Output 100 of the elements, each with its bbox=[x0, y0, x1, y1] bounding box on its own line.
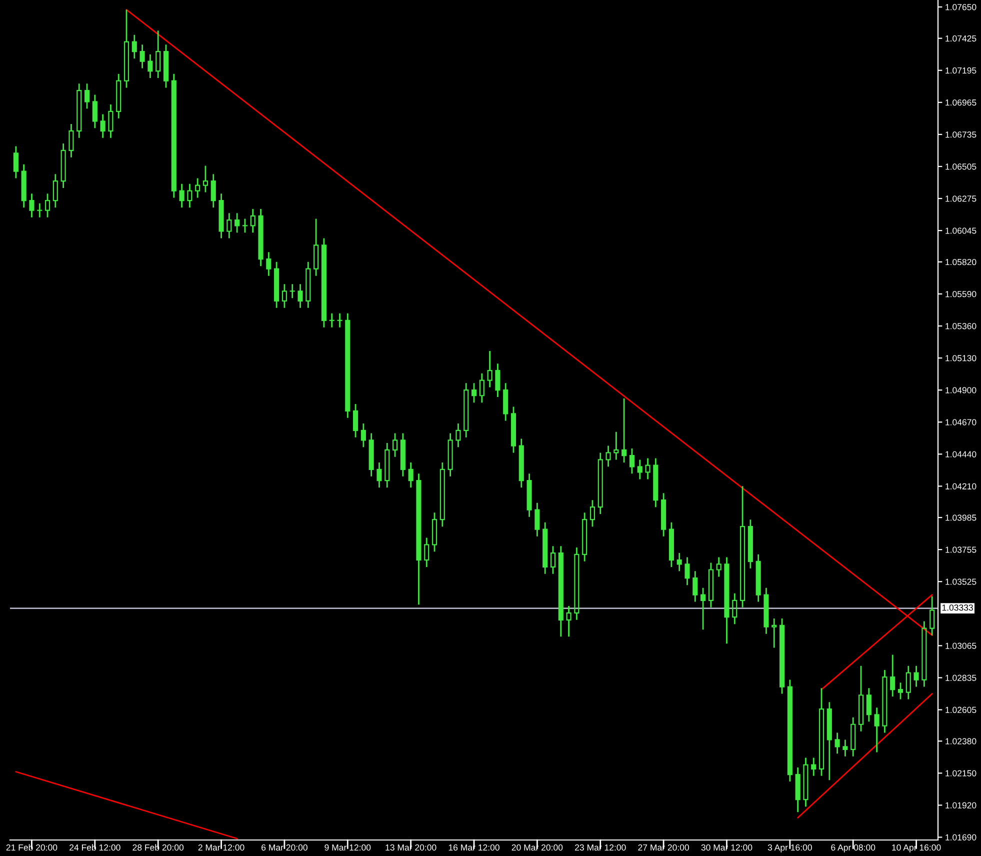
candlestick bbox=[258, 208, 264, 267]
candlestick bbox=[52, 173, 58, 208]
candlestick bbox=[408, 462, 414, 488]
candlestick bbox=[779, 618, 785, 694]
candlestick bbox=[661, 492, 666, 538]
candlestick bbox=[558, 545, 564, 638]
x-tick-label: 16 Mar 12:00 bbox=[448, 844, 500, 851]
x-tick-label: 21 Feb 20:00 bbox=[6, 844, 58, 851]
candlestick bbox=[700, 587, 706, 630]
candlestick bbox=[440, 462, 445, 528]
candlestick bbox=[226, 212, 232, 239]
candlestick bbox=[764, 587, 769, 635]
candlestick bbox=[218, 192, 224, 239]
candlestick bbox=[392, 432, 398, 458]
y-tick-label: 1.07195 bbox=[946, 67, 976, 74]
candlestick bbox=[526, 472, 532, 518]
x-tick-label: 13 Mar 20:00 bbox=[386, 844, 436, 851]
y-tick-label: 1.05590 bbox=[946, 290, 976, 298]
candlestick bbox=[60, 142, 66, 189]
candlestick bbox=[353, 403, 358, 438]
candlestick bbox=[116, 73, 122, 120]
candlestick bbox=[100, 114, 106, 139]
y-tick-label: 1.05130 bbox=[946, 355, 976, 362]
candlestick bbox=[44, 192, 50, 218]
candlestick bbox=[676, 552, 682, 572]
candlestick bbox=[874, 706, 880, 753]
candlestick bbox=[345, 312, 350, 419]
candlestick bbox=[858, 665, 864, 732]
candlestick bbox=[337, 312, 342, 328]
candlestick bbox=[542, 522, 548, 575]
y-tick-label: 1.03065 bbox=[946, 642, 976, 649]
candlestick bbox=[606, 445, 611, 468]
candlestick bbox=[360, 422, 366, 448]
candlestick bbox=[598, 452, 603, 515]
candlestick bbox=[629, 448, 634, 474]
candlestick bbox=[202, 165, 208, 193]
candlestick bbox=[850, 716, 856, 758]
candlestick bbox=[906, 665, 911, 700]
candlestick bbox=[471, 382, 477, 404]
candlestick bbox=[368, 432, 374, 478]
candlestick bbox=[132, 34, 137, 60]
candlestick bbox=[306, 261, 311, 309]
candlestick bbox=[298, 283, 303, 309]
candlestick bbox=[866, 687, 872, 722]
candlestick bbox=[329, 312, 334, 328]
y-tick-label: 1.06965 bbox=[946, 99, 976, 106]
y-tick-label: 1.04440 bbox=[946, 451, 976, 458]
candlestick bbox=[448, 432, 453, 478]
candlestick bbox=[29, 192, 34, 218]
candlestick bbox=[124, 9, 130, 88]
y-tick-label: 1.02605 bbox=[946, 706, 976, 714]
candlestick bbox=[795, 766, 800, 813]
candlestick bbox=[163, 44, 169, 88]
candlestick bbox=[424, 537, 430, 568]
candlestick bbox=[210, 173, 216, 208]
candlestick bbox=[518, 438, 524, 488]
candlestick bbox=[13, 146, 18, 180]
candlestick bbox=[156, 30, 161, 79]
candlestick bbox=[890, 654, 896, 698]
candlestick bbox=[692, 570, 698, 602]
candlestick bbox=[195, 178, 200, 199]
candlestick bbox=[503, 382, 508, 422]
y-tick-label: 1.05360 bbox=[946, 323, 976, 330]
candlestick bbox=[582, 512, 588, 562]
candlestick bbox=[914, 665, 919, 688]
candlestick bbox=[108, 104, 114, 139]
candlestick bbox=[811, 757, 816, 777]
candlestick bbox=[724, 556, 730, 644]
candlestick bbox=[787, 679, 792, 782]
candlestick bbox=[140, 44, 145, 69]
y-tick-label: 1.05820 bbox=[946, 258, 976, 266]
candlestick bbox=[550, 545, 556, 575]
candlestick bbox=[708, 562, 714, 608]
y-tick-label: 1.03525 bbox=[946, 578, 976, 585]
y-tick-label: 1.04670 bbox=[946, 419, 976, 426]
candlestick bbox=[282, 283, 287, 309]
candlestick bbox=[590, 499, 595, 528]
y-tick-label: 1.01690 bbox=[946, 834, 976, 840]
candlestick bbox=[400, 432, 406, 478]
candlestick bbox=[384, 442, 390, 488]
x-tick-label: 6 Mar 20:00 bbox=[262, 844, 308, 851]
candlestick bbox=[510, 406, 516, 454]
candlestick bbox=[614, 431, 619, 460]
y-tick-label: 1.04900 bbox=[946, 387, 976, 394]
y-tick-label: 1.03755 bbox=[946, 546, 976, 553]
y-tick-label: 1.06275 bbox=[946, 196, 976, 202]
candlestick bbox=[187, 183, 192, 208]
candlestick bbox=[534, 502, 540, 538]
candlestick bbox=[274, 261, 280, 309]
candlestick bbox=[668, 522, 674, 568]
y-tick-label: 1.03985 bbox=[946, 514, 976, 521]
candlestick bbox=[179, 183, 184, 208]
candlestick bbox=[922, 620, 927, 688]
candlestick bbox=[772, 618, 777, 648]
candlestick bbox=[716, 556, 722, 578]
y-tick-label: 1.07650 bbox=[946, 4, 976, 10]
y-tick-label: 1.04210 bbox=[946, 483, 976, 490]
x-tick-label: 28 Feb 20:00 bbox=[132, 844, 184, 851]
y-tick-label: 1.06735 bbox=[946, 131, 976, 138]
candlestick bbox=[898, 682, 904, 700]
